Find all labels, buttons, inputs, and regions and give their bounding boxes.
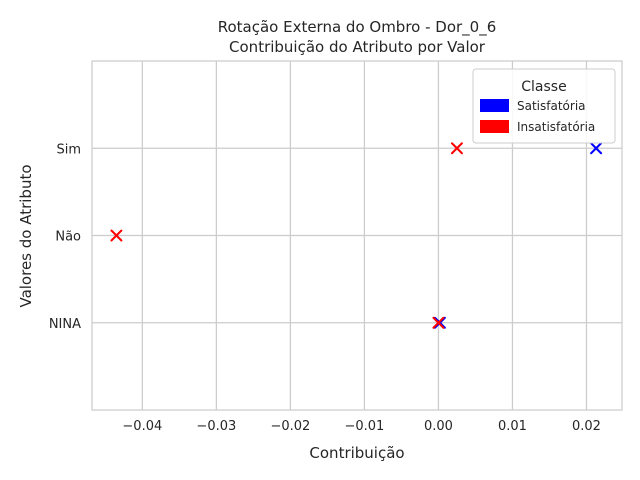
x-tick-label: 0.01 (498, 419, 527, 434)
x-tick-label: 0.00 (424, 419, 453, 434)
y-tick-label: NINA (49, 317, 81, 332)
point-insatisfatoria (110, 229, 123, 242)
x-tick-label: −0.04 (122, 419, 162, 434)
x-tick-labels: −0.04 −0.03 −0.02 −0.01 0.00 0.01 0.02 (122, 419, 601, 434)
data-points (110, 142, 603, 329)
chart-title: Rotação Externa do Ombro - Dor_0_6 (218, 18, 497, 37)
x-tick-label: −0.02 (270, 419, 310, 434)
x-tick-label: 0.02 (572, 419, 601, 434)
point-satisfatoria (433, 316, 446, 329)
x-tick-label: −0.01 (344, 419, 384, 434)
x-tick-label: −0.03 (196, 419, 236, 434)
point-insatisfatoria (432, 316, 445, 329)
legend-title: Classe (521, 79, 566, 95)
legend-swatch-insatisfatoria (480, 120, 509, 133)
legend-label-insatisfatoria: Insatisfatória (517, 120, 595, 134)
legend: Classe Satisfatória Insatisfatória (472, 68, 616, 144)
point-insatisfatoria (450, 142, 463, 155)
chart-subtitle: Contribuição do Atributo por Valor (229, 38, 486, 56)
legend-label-satisfatoria: Satisfatória (517, 99, 586, 113)
y-tick-label: Sim (56, 142, 81, 157)
y-axis-label: Valores do Atributo (17, 164, 35, 307)
x-axis-label: Contribuição (309, 444, 404, 462)
plot-frame (91, 60, 623, 411)
legend-swatch-satisfatoria (480, 99, 509, 112)
point-satisfatoria (590, 142, 603, 155)
y-tick-labels: NINA Não Sim (49, 142, 81, 332)
y-tick-label: Não (55, 230, 81, 245)
